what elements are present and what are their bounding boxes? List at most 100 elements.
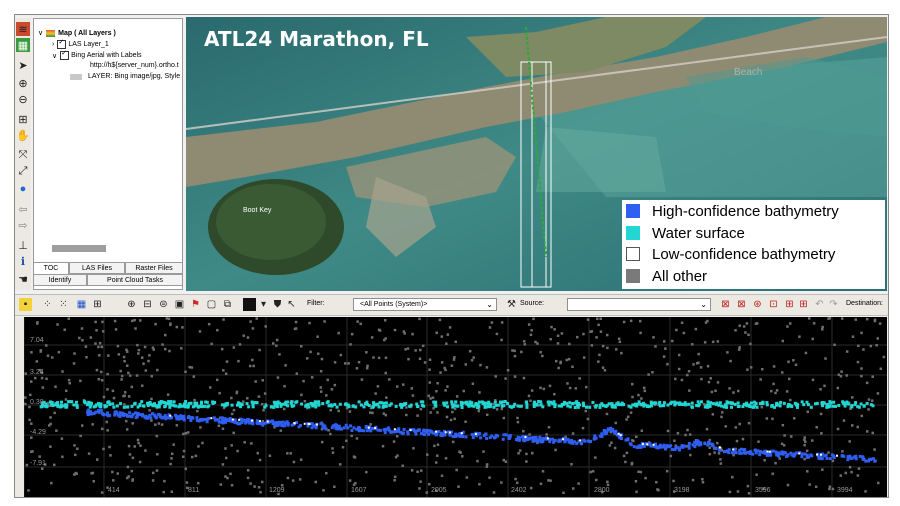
table-icon[interactable]: ⊞: [93, 299, 102, 310]
x-tick-label: 2800: [594, 487, 610, 494]
tool-d-icon[interactable]: ⊡: [769, 299, 778, 310]
y-tick-label: 3.24: [30, 369, 44, 376]
hand-pointer-icon[interactable]: ☚: [18, 273, 28, 286]
profile-toolbar: ▪ ⁘ ⁙ ▦ ⊞ ⊕ ⊟ ⊜ ▣ ⚑ ▢ ⧉ ▾ ⛊ ↖ Filter: <A…: [15, 294, 888, 316]
color-icon[interactable]: ⁘: [43, 299, 52, 310]
map-view[interactable]: ATL24 Marathon, FL Boot Key Beach High-c…: [186, 17, 887, 291]
redo-icon[interactable]: ↷: [829, 299, 838, 310]
tab-las-files[interactable]: LAS Files: [69, 262, 125, 274]
grid-icon[interactable]: ▦: [16, 38, 30, 52]
left-toolbar: ≋ ▦ ➤ ⊕ ⊖ ⊞ ✋ ⤧ ⤢ ● ⇦ ⇨ ⊥ ℹ ☚: [15, 18, 31, 290]
faded-place-label: Beach: [734, 67, 763, 78]
zoom-window-icon[interactable]: ⊞: [18, 113, 28, 126]
url-text: http://h${server_num}.ortho.t: [90, 62, 179, 69]
undo-icon[interactable]: ↶: [815, 299, 824, 310]
grid-icon[interactable]: ▦: [76, 299, 87, 310]
legend-label: All other: [652, 267, 708, 285]
classify-icon[interactable]: ⁙: [59, 299, 68, 310]
pointer-icon[interactable]: ➤: [18, 59, 28, 72]
tab-identify[interactable]: Identify: [33, 274, 87, 286]
destination-label: Destination:: [846, 300, 883, 307]
filter-label: Filter:: [307, 300, 325, 307]
globe-icon[interactable]: ●: [19, 183, 27, 195]
forward-arrow-icon[interactable]: ⇨: [18, 219, 28, 232]
toc-root-row[interactable]: ∨ Map ( All Layers ): [38, 29, 116, 37]
tool-f-icon[interactable]: ⊞: [799, 299, 808, 310]
tab-raster-files[interactable]: Raster Files: [125, 262, 183, 274]
table-of-contents-panel: ∨ Map ( All Layers ) › LAS Layer_1 ∨ Bin…: [33, 18, 183, 290]
layers-icon[interactable]: ≋: [16, 22, 30, 36]
level-icon[interactable]: ⊜: [159, 299, 168, 310]
x-tick-label: 1607: [351, 487, 367, 494]
profile-view[interactable]: 7.04 3.24 0.38 -4.29 -7.91 414 811 1209 …: [24, 317, 887, 497]
toc-layer1-row[interactable]: › LAS Layer_1: [52, 38, 109, 49]
back-arrow-icon[interactable]: ⇦: [18, 203, 28, 216]
layer1-label: LAS Layer_1: [68, 41, 109, 48]
source-dropdown[interactable]: ⌄: [567, 298, 711, 311]
map-imagery: [186, 17, 887, 291]
legend-label: Low-confidence bathymetry: [652, 245, 836, 263]
layer1-checkbox[interactable]: [57, 38, 67, 49]
x-tick-label: 1209: [269, 487, 285, 494]
layer2-label: Bing Aerial with Labels: [71, 52, 142, 59]
legend-swatch: [626, 247, 640, 261]
y-tick-label: 7.04: [30, 337, 44, 344]
legend-item: Low-confidence bathymetry: [626, 244, 835, 264]
legend-swatch: [626, 204, 640, 218]
layer2-checkbox[interactable]: [60, 49, 70, 60]
tab-point-cloud-tasks[interactable]: Point Cloud Tasks: [87, 274, 183, 286]
y-tick-label: 0.38: [30, 399, 44, 406]
horizontal-scrollbar[interactable]: [52, 245, 106, 252]
flag-icon[interactable]: ⚑: [191, 299, 200, 310]
pan-hand-icon[interactable]: ✋: [16, 129, 30, 142]
tab-toc[interactable]: TOC: [33, 262, 69, 274]
zoom-extent-icon[interactable]: ⤧: [18, 148, 28, 161]
cursor-icon[interactable]: ↖: [287, 299, 296, 310]
layer-url-text: http://h${server_num}.ortho.t: [90, 62, 179, 69]
y-tick-label: -7.91: [30, 460, 46, 467]
chevron-down-icon[interactable]: ▾: [260, 299, 267, 310]
square-icon[interactable]: ▢: [206, 299, 217, 310]
layer-desc-text: LAYER: Bing image/jpg, Style: [88, 73, 181, 80]
legend-swatch: [626, 269, 640, 283]
toc-root-label: Map ( All Layers ): [58, 29, 116, 37]
measure-icon[interactable]: ⊥: [18, 239, 28, 252]
zoom-out-icon[interactable]: ⊖: [18, 93, 28, 106]
profile-side-strip: [15, 317, 24, 497]
chevron-down-icon[interactable]: ∨: [52, 52, 58, 60]
tool-e-icon[interactable]: ⊞: [785, 299, 794, 310]
filter-dropdown[interactable]: <All Points (System)> ⌄: [353, 298, 497, 311]
full-extent-icon[interactable]: ⤢: [18, 164, 28, 177]
chevron-right-icon[interactable]: ›: [52, 41, 55, 48]
source-label: Source:: [520, 300, 545, 307]
map-title: ATL24 Marathon, FL: [204, 27, 429, 51]
chevron-down-icon: ⌄: [486, 300, 493, 309]
toc-layer2-row[interactable]: ∨ Bing Aerial with Labels: [52, 49, 142, 60]
tool-c-icon[interactable]: ⊛: [753, 299, 762, 310]
map-legend: High-confidence bathymetry Water surface…: [622, 200, 885, 289]
copy-icon[interactable]: ⧉: [223, 299, 232, 310]
x-tick-label: 811: [188, 487, 200, 494]
x-tick-label: 414: [108, 487, 120, 494]
frame-icon[interactable]: ▣: [174, 299, 185, 310]
black-square-icon[interactable]: [243, 298, 256, 311]
fit-icon[interactable]: ⊟: [143, 299, 152, 310]
x-tick-label: 3994: [837, 487, 853, 494]
chevron-down-icon[interactable]: ∨: [38, 30, 44, 37]
x-tick-label: 3198: [674, 487, 690, 494]
tool-b-icon[interactable]: ⊠: [737, 299, 746, 310]
tool-a-icon[interactable]: ⊠: [721, 299, 730, 310]
source-icon[interactable]: ⚒: [507, 299, 516, 310]
select-icon[interactable]: ▪: [19, 298, 32, 311]
place-label-boot-key: Boot Key: [243, 207, 272, 214]
profile-plot: [24, 317, 887, 497]
zoom-icon[interactable]: ⊕: [127, 299, 136, 310]
paint-icon[interactable]: ⛊: [273, 299, 282, 310]
panel-tabs: TOC LAS Files Raster Files Identify Poin…: [33, 262, 183, 288]
zoom-in-icon[interactable]: ⊕: [18, 77, 28, 90]
x-tick-label: 2005: [431, 487, 447, 494]
layer-swatch-icon: [70, 73, 82, 80]
legend-item: All other: [626, 266, 707, 286]
legend-label: Water surface: [652, 224, 745, 242]
info-icon[interactable]: ℹ: [20, 255, 26, 268]
